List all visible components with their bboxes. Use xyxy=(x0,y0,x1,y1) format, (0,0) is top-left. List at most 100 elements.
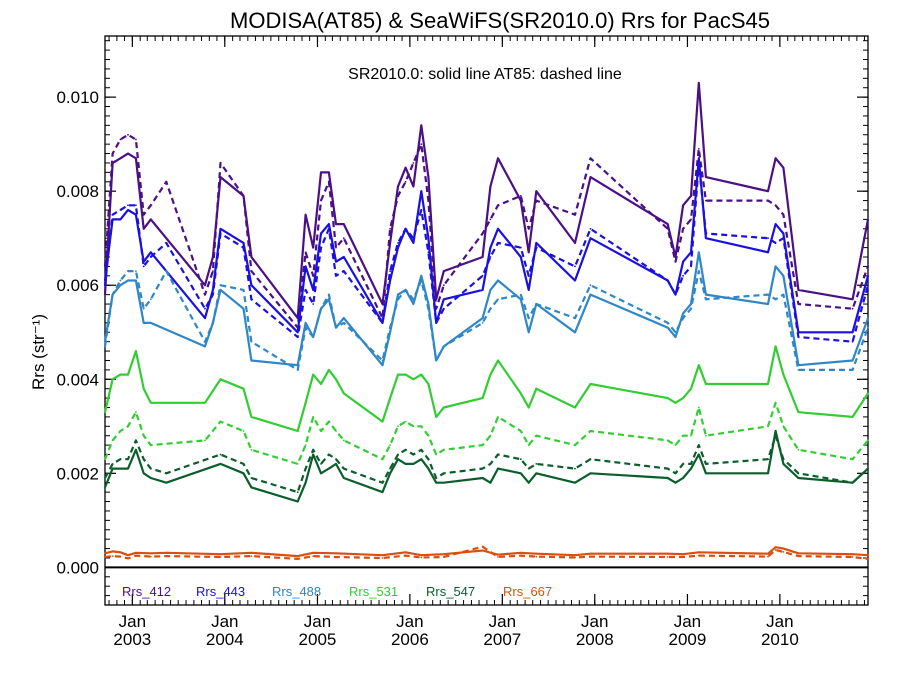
data-point-rrs-667-dashed xyxy=(519,554,522,557)
data-point-rrs-531-dashed xyxy=(242,430,245,432)
data-point-rrs-547-dashed xyxy=(397,453,399,456)
data-point-rrs-488-dashed xyxy=(435,359,438,362)
data-point-rrs-531-solid xyxy=(104,411,106,414)
data-point-rrs-412-dashed xyxy=(135,138,137,141)
data-point-rrs-443-dashed xyxy=(589,227,592,230)
data-point-rrs-412-dashed xyxy=(342,237,345,240)
data-point-rrs-412-dashed xyxy=(219,162,222,164)
x-tick-month-label: Jan xyxy=(396,612,423,631)
series-rrs-667-dashed xyxy=(104,545,869,561)
data-point-rrs-531-dashed xyxy=(682,434,684,437)
data-point-rrs-531-solid xyxy=(328,369,330,371)
data-point-rrs-667-dashed xyxy=(851,556,854,558)
data-point-rrs-667-solid xyxy=(119,551,122,554)
data-point-rrs-412-solid xyxy=(328,171,330,174)
data-point-rrs-667-solid xyxy=(404,551,407,554)
data-point-rrs-412-dashed xyxy=(412,162,415,164)
x-tick-year-label: 2009 xyxy=(669,630,707,649)
data-point-rrs-443-dashed xyxy=(119,209,122,211)
data-point-rrs-443-solid xyxy=(250,284,253,287)
data-point-rrs-547-solid xyxy=(104,486,106,489)
data-point-rrs-412-solid xyxy=(420,124,423,127)
plot-area: 0.0000.0020.0040.0060.0080.010Jan2003Jan… xyxy=(56,35,870,649)
data-point-rrs-531-dashed xyxy=(589,430,592,432)
data-point-rrs-547-dashed xyxy=(250,477,253,479)
data-point-rrs-488-dashed xyxy=(242,289,245,291)
data-point-rrs-443-solid xyxy=(320,232,322,235)
data-point-rrs-412-dashed xyxy=(867,265,869,268)
data-point-rrs-547-dashed xyxy=(435,477,438,479)
y-tick-label: 0.006 xyxy=(56,276,99,295)
data-point-rrs-412-dashed xyxy=(674,260,677,263)
data-point-rrs-667-dashed xyxy=(767,555,769,558)
data-point-rrs-488-dashed xyxy=(389,326,391,329)
data-point-rrs-547-dashed xyxy=(666,467,669,470)
data-point-rrs-443-dashed xyxy=(797,336,800,338)
data-point-rrs-547-solid xyxy=(674,481,677,484)
data-point-rrs-547-dashed xyxy=(420,448,423,451)
data-point-rrs-488-solid xyxy=(397,293,399,296)
data-point-rrs-531-dashed xyxy=(666,439,669,442)
data-point-rrs-412-solid xyxy=(312,246,315,249)
data-point-rrs-488-solid xyxy=(782,274,785,277)
data-point-rrs-443-solid xyxy=(304,265,307,268)
data-point-rrs-412-solid xyxy=(149,218,152,221)
data-point-rrs-488-solid xyxy=(342,317,345,319)
data-point-rrs-667-solid xyxy=(535,552,538,555)
data-point-rrs-667-solid xyxy=(250,551,253,554)
data-point-rrs-667-dashed xyxy=(335,556,337,558)
data-point-rrs-531-solid xyxy=(135,350,137,352)
data-point-rrs-531-solid xyxy=(481,397,484,399)
data-point-rrs-443-solid xyxy=(535,242,538,244)
data-point-rrs-488-dashed xyxy=(797,369,800,371)
data-point-rrs-488-dashed xyxy=(404,289,407,291)
data-point-rrs-443-dashed xyxy=(312,303,315,305)
data-point-rrs-443-solid xyxy=(219,227,222,230)
data-point-rrs-443-dashed xyxy=(212,293,214,296)
data-point-rrs-488-dashed xyxy=(589,284,592,287)
data-point-rrs-488-solid xyxy=(250,359,253,362)
data-point-rrs-667-solid xyxy=(381,554,384,557)
data-point-rrs-488-dashed xyxy=(212,322,214,324)
data-point-rrs-488-solid xyxy=(867,317,869,319)
x-tick-month-label: Jan xyxy=(581,612,608,631)
data-point-rrs-488-dashed xyxy=(342,322,345,324)
data-point-rrs-547-dashed xyxy=(774,434,777,437)
data-point-rrs-443-solid xyxy=(342,256,345,258)
data-point-rrs-488-solid xyxy=(142,322,145,324)
data-point-rrs-443-dashed xyxy=(165,242,168,244)
data-point-rrs-488-solid xyxy=(242,307,245,310)
data-point-rrs-547-solid xyxy=(342,477,345,479)
data-point-rrs-412-dashed xyxy=(104,265,106,268)
data-point-rrs-531-solid xyxy=(111,378,114,381)
data-point-rrs-412-dashed xyxy=(690,218,692,221)
data-point-rrs-488-dashed xyxy=(774,298,777,301)
legend-entry-rrs-412: Rrs_412 xyxy=(122,584,171,599)
data-point-rrs-667-dashed xyxy=(867,558,869,560)
data-point-rrs-547-solid xyxy=(250,486,253,489)
data-point-rrs-443-dashed xyxy=(219,232,222,235)
data-point-rrs-547-solid xyxy=(142,472,145,475)
data-point-rrs-443-dashed xyxy=(690,265,692,268)
data-point-rrs-443-solid xyxy=(119,218,122,221)
data-point-rrs-531-dashed xyxy=(312,416,315,418)
data-point-rrs-443-solid xyxy=(682,260,684,263)
data-point-rrs-412-solid xyxy=(774,157,777,160)
data-point-rrs-667-dashed xyxy=(296,558,299,560)
data-point-rrs-488-solid xyxy=(690,303,692,305)
data-point-rrs-531-solid xyxy=(774,345,777,348)
data-point-rrs-531-dashed xyxy=(427,434,430,437)
data-point-rrs-531-dashed xyxy=(335,430,337,432)
data-point-rrs-443-dashed xyxy=(397,242,399,244)
data-point-rrs-531-dashed xyxy=(705,434,707,437)
data-point-rrs-488-dashed xyxy=(535,303,538,305)
data-point-rrs-531-solid xyxy=(497,359,499,362)
data-point-rrs-547-solid xyxy=(111,467,114,470)
data-point-rrs-488-dashed xyxy=(481,322,484,324)
data-point-rrs-547-dashed xyxy=(767,458,769,461)
data-point-rrs-412-dashed xyxy=(320,199,322,202)
data-point-rrs-443-solid xyxy=(149,251,152,254)
data-point-rrs-531-dashed xyxy=(389,444,391,446)
data-point-rrs-412-solid xyxy=(412,185,415,188)
data-point-rrs-667-dashed xyxy=(111,555,114,557)
